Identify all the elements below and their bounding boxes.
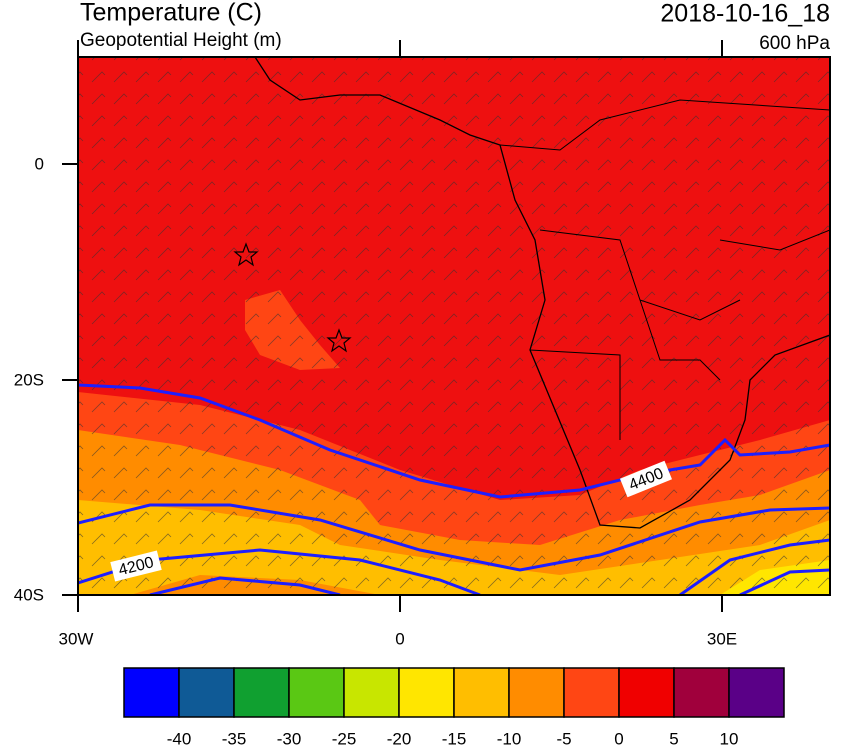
colorbar-label: 0 (614, 729, 623, 748)
map-field: 4400 4200 (78, 57, 830, 595)
colorbar-box (618, 667, 675, 718)
colorbar-label: -10 (497, 729, 522, 748)
lon-label: 0 (395, 629, 404, 648)
colorbar-box (728, 667, 785, 718)
colorbar-label: -5 (556, 729, 571, 748)
lat-label: 0 (35, 154, 44, 173)
colorbar-box (178, 667, 235, 718)
colorbar: -40 -35 -30 -25 -20 -15 -10 -5 0 5 10 (123, 667, 785, 748)
colorbar-box (123, 667, 180, 718)
colorbar-label: -15 (442, 729, 467, 748)
colorbar-box (673, 667, 730, 718)
lon-label: 30W (59, 629, 94, 648)
colorbar-box (343, 667, 400, 718)
subtitle: Geopotential Height (m) (80, 30, 282, 51)
colorbar-label: -35 (222, 729, 247, 748)
colorbar-box (453, 667, 510, 718)
level: 600 hPa (759, 33, 830, 54)
colorbar-label: -30 (277, 729, 302, 748)
colorbar-box (508, 667, 565, 718)
colorbar-label: -40 (167, 729, 192, 748)
plot-frame (77, 56, 831, 596)
title: Temperature (C) (80, 0, 262, 27)
colorbar-label: 10 (720, 729, 739, 748)
colorbar-label: -20 (387, 729, 412, 748)
lat-label: 20S (14, 370, 44, 389)
colorbar-box (288, 667, 345, 718)
lat-label: 40S (14, 585, 44, 604)
colorbar-box (233, 667, 290, 718)
colorbar-label: -25 (332, 729, 357, 748)
colorbar-label: 5 (669, 729, 678, 748)
colorbar-box (563, 667, 620, 718)
valid-time: 2018-10-16_18 (660, 0, 830, 28)
colorbar-box (398, 667, 455, 718)
lon-label: 30E (707, 629, 737, 648)
